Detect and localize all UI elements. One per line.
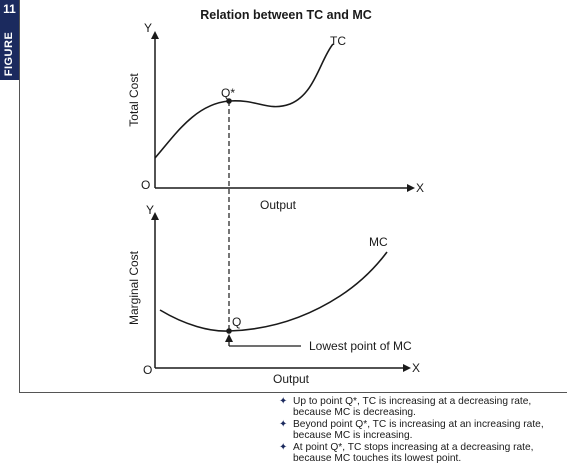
tc-curve <box>154 43 334 159</box>
lowest-point-annotation: Lowest point of MC <box>309 339 412 353</box>
diamond-bullet-icon: ✦ <box>279 419 288 430</box>
mc-y-axis-title: Marginal Cost <box>127 250 141 325</box>
frame-left-line <box>19 0 20 393</box>
tc-y-axis-title: Total Cost <box>127 73 141 127</box>
tc-x-axis-title: Output <box>260 198 297 212</box>
figure-number: 11 <box>3 2 16 16</box>
tc-x-axis-letter: X <box>416 181 424 195</box>
note-text: Up to point Q*, TC is increasing at a de… <box>293 396 532 418</box>
mc-curve-label: MC <box>369 235 388 249</box>
q-label: Q <box>232 315 241 329</box>
note-text: At point Q*, TC stops increasing at a de… <box>293 442 534 464</box>
note-item: ✦ At point Q*, TC stops increasing at a … <box>279 442 564 464</box>
note-text: Beyond point Q*, TC is increasing at an … <box>293 419 544 441</box>
mc-x-axis-title: Output <box>273 372 310 386</box>
notes-list: ✦ Up to point Q*, TC is increasing at a … <box>279 396 564 465</box>
mc-curve <box>159 251 388 332</box>
mc-origin-label: O <box>143 363 152 377</box>
tc-curve-label: TC <box>330 34 346 48</box>
q-star-label: Q* <box>221 86 235 100</box>
diamond-bullet-icon: ✦ <box>279 396 288 407</box>
diagram-title: Relation between TC and MC <box>200 8 372 22</box>
frame-bottom-line <box>19 392 567 393</box>
note-item: ✦ Beyond point Q*, TC is increasing at a… <box>279 419 564 441</box>
q-point <box>226 328 232 334</box>
diamond-bullet-icon: ✦ <box>279 442 288 453</box>
tc-origin-label: O <box>141 178 150 192</box>
figure-badge: 11 FIGURE <box>0 0 19 80</box>
mc-x-axis-letter: X <box>412 361 420 375</box>
note-item: ✦ Up to point Q*, TC is increasing at a … <box>279 396 564 418</box>
mc-y-axis-letter: Y <box>146 203 154 217</box>
tc-y-axis-letter: Y <box>144 21 152 35</box>
